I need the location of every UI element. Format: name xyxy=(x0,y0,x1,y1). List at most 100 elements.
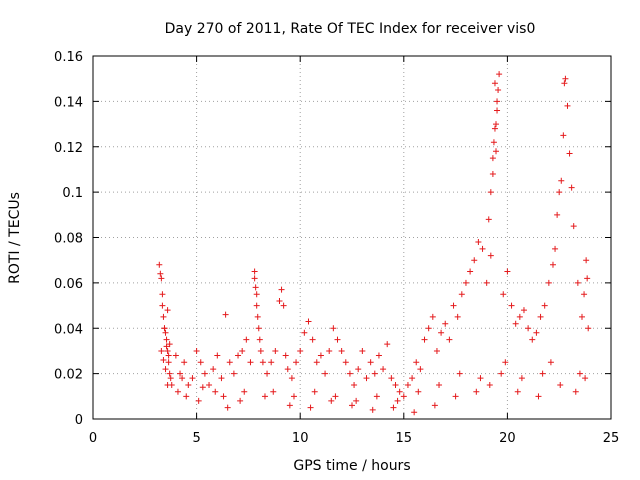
data-point xyxy=(159,291,166,298)
data-point xyxy=(282,352,289,359)
y-tick-label: 0 xyxy=(75,413,83,428)
data-point xyxy=(276,298,283,305)
data-point xyxy=(338,347,345,354)
data-point xyxy=(322,370,329,377)
data-point xyxy=(307,404,314,411)
y-axis-ticks: 0 0.02 0.04 0.06 0.08 0.1 0.12 0.14 0.16 xyxy=(54,50,611,428)
data-point xyxy=(353,397,360,404)
data-point xyxy=(259,359,266,366)
data-point xyxy=(508,302,515,309)
data-point xyxy=(454,313,461,320)
data-point xyxy=(384,341,391,348)
data-point xyxy=(561,80,568,87)
data-point xyxy=(278,286,285,293)
data-point xyxy=(297,347,304,354)
data-point xyxy=(185,381,192,388)
data-point xyxy=(581,291,588,298)
data-point xyxy=(241,388,248,395)
data-point xyxy=(162,366,169,373)
data-point xyxy=(392,381,399,388)
data-point xyxy=(514,388,521,395)
data-point xyxy=(224,404,231,411)
data-point xyxy=(195,397,202,404)
data-point xyxy=(404,381,411,388)
data-point xyxy=(516,313,523,320)
data-point xyxy=(446,336,453,343)
data-point xyxy=(160,313,167,320)
data-point xyxy=(164,307,171,314)
data-point xyxy=(490,139,497,146)
y-axis-title: ROTI / TECUs xyxy=(7,192,23,284)
data-point xyxy=(162,329,169,336)
data-point xyxy=(467,268,474,275)
data-point xyxy=(218,375,225,382)
data-point xyxy=(411,409,418,416)
data-point xyxy=(326,347,333,354)
x-tick-label: 15 xyxy=(396,431,413,446)
data-point xyxy=(494,107,501,114)
data-point xyxy=(541,302,548,309)
data-point xyxy=(562,75,569,82)
data-point xyxy=(251,275,258,282)
x-axis-title: GPS time / hours xyxy=(293,458,410,474)
y-tick-label: 0.12 xyxy=(54,141,83,156)
data-point xyxy=(491,80,498,87)
data-point xyxy=(167,375,174,382)
data-point xyxy=(268,359,275,366)
data-point xyxy=(163,343,170,350)
data-point xyxy=(409,375,416,382)
data-point xyxy=(373,393,380,400)
data-point xyxy=(239,347,246,354)
data-point xyxy=(164,381,171,388)
data-point xyxy=(157,270,164,277)
data-point xyxy=(349,402,355,409)
data-point xyxy=(160,357,167,364)
data-point xyxy=(500,291,507,298)
data-point xyxy=(568,184,575,191)
data-point xyxy=(512,320,519,327)
data-point xyxy=(328,397,335,404)
data-point xyxy=(183,393,190,400)
data-point xyxy=(164,347,171,354)
data-point xyxy=(255,325,262,332)
data-point xyxy=(442,320,449,327)
data-point xyxy=(369,406,376,413)
data-point xyxy=(165,352,172,359)
data-point xyxy=(220,393,227,400)
data-point xyxy=(518,375,525,382)
data-point xyxy=(450,302,457,309)
data-point xyxy=(380,366,387,373)
data-points xyxy=(156,71,592,416)
data-point xyxy=(199,384,206,391)
data-point xyxy=(159,302,166,309)
data-point xyxy=(570,223,577,230)
data-point xyxy=(305,318,312,325)
data-point xyxy=(237,397,244,404)
data-point xyxy=(489,155,496,162)
data-point xyxy=(330,325,337,332)
data-point xyxy=(458,291,465,298)
data-point xyxy=(388,375,395,382)
data-point xyxy=(359,347,366,354)
data-point xyxy=(564,102,571,109)
data-point xyxy=(452,393,459,400)
data-point xyxy=(433,347,440,354)
data-point xyxy=(438,329,445,336)
data-point xyxy=(247,359,254,366)
data-point xyxy=(425,325,432,332)
data-point xyxy=(533,329,540,336)
data-point xyxy=(486,381,493,388)
data-point xyxy=(166,370,173,377)
chart-title: Day 270 of 2011, Rate Of TEC Index for r… xyxy=(165,21,536,37)
data-point xyxy=(193,347,200,354)
data-point xyxy=(355,366,362,373)
data-point xyxy=(257,347,264,354)
data-point xyxy=(332,393,339,400)
data-point xyxy=(264,370,271,377)
data-point xyxy=(473,388,480,395)
data-point xyxy=(415,388,422,395)
data-point xyxy=(371,370,378,377)
data-point xyxy=(493,121,500,128)
data-point xyxy=(487,252,494,259)
data-point xyxy=(582,375,589,382)
